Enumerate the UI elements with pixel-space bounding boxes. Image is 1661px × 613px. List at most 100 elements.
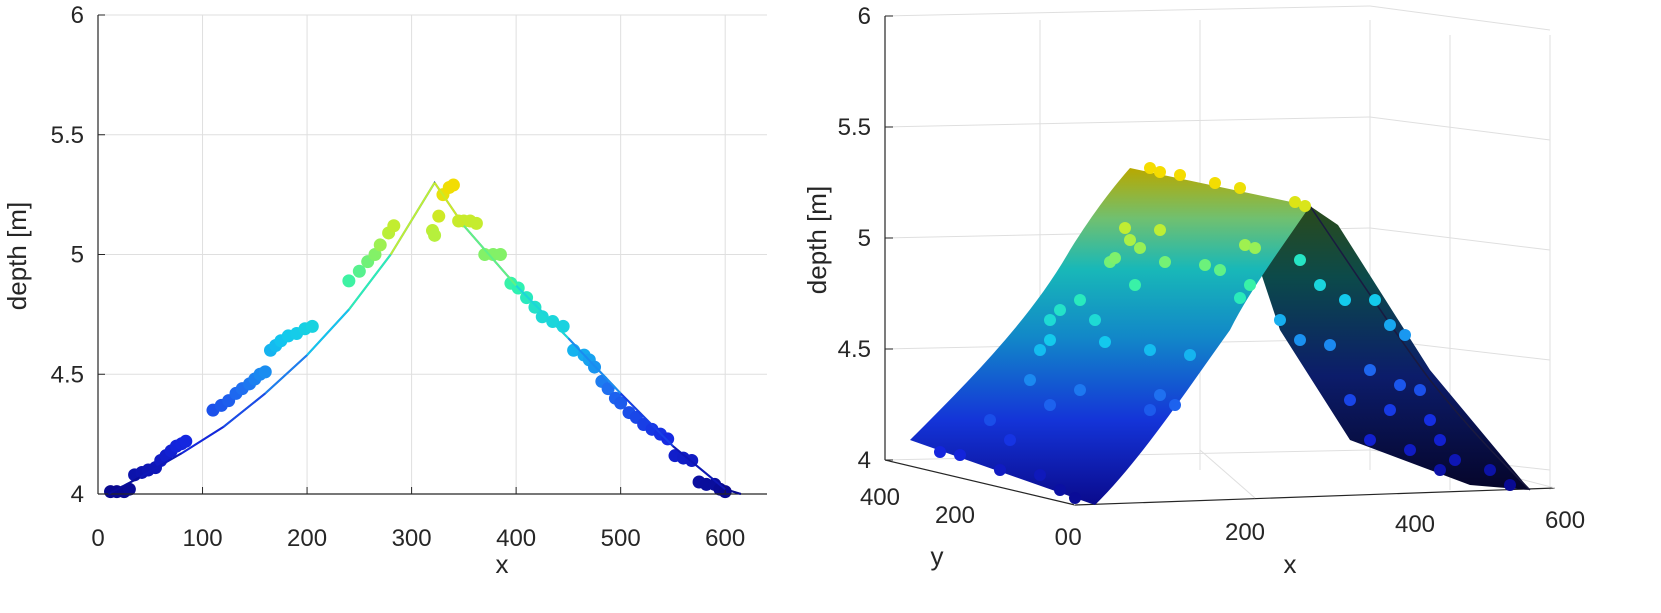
left-data-point bbox=[601, 382, 615, 396]
left-y-tick-label: 5 bbox=[71, 242, 84, 269]
right-y-tick-label: 400 bbox=[860, 484, 900, 511]
right-data-point-back bbox=[1434, 434, 1446, 446]
left-x-tick-label: 500 bbox=[601, 525, 641, 552]
right-data-point bbox=[1129, 279, 1141, 291]
right-data-point bbox=[1154, 389, 1166, 401]
right-data-point bbox=[1174, 169, 1186, 181]
left-data-point bbox=[387, 219, 401, 233]
left-y-tick-label: 5.5 bbox=[51, 122, 84, 149]
left-fit-segment bbox=[724, 488, 742, 495]
left-data-point bbox=[352, 264, 366, 278]
left-data-point bbox=[469, 216, 483, 230]
right-x-tick-label: 600 bbox=[1545, 507, 1585, 534]
right-floor-gridline bbox=[1199, 449, 1256, 499]
left-x-label: x bbox=[496, 549, 509, 579]
right-surface-front-face bbox=[910, 168, 1310, 505]
left-data-point bbox=[428, 228, 442, 242]
right-data-point-back bbox=[1314, 279, 1326, 291]
left-fit-segment bbox=[515, 284, 570, 340]
right-data-point-back bbox=[1294, 334, 1306, 346]
left-fit-segment bbox=[306, 308, 350, 356]
right-data-point bbox=[1239, 239, 1251, 251]
right-data-point-back bbox=[1364, 434, 1376, 446]
right-data-point bbox=[1249, 242, 1261, 254]
left-points bbox=[104, 178, 732, 499]
right-data-point bbox=[1119, 222, 1131, 234]
left-fit-segment bbox=[107, 476, 141, 495]
right-data-point bbox=[1074, 384, 1086, 396]
right-data-point-back bbox=[1369, 294, 1381, 306]
left-data-point bbox=[446, 178, 460, 192]
right-data-point bbox=[934, 446, 946, 458]
left-data-point bbox=[368, 248, 382, 261]
right-data-point bbox=[1244, 279, 1256, 291]
right-y-label: y bbox=[931, 541, 944, 571]
right-data-point bbox=[994, 464, 1006, 476]
left-fit-line bbox=[108, 180, 742, 495]
right-data-point bbox=[1069, 492, 1081, 504]
right-data-point-back bbox=[1504, 479, 1516, 491]
right-data-point bbox=[1184, 349, 1196, 361]
right-data-point bbox=[1154, 166, 1166, 178]
left-fit-segment bbox=[567, 337, 622, 395]
right-data-point-back bbox=[1484, 464, 1496, 476]
right-floor-gridline bbox=[1369, 439, 1556, 489]
right-data-point bbox=[1054, 484, 1066, 496]
right-data-point bbox=[1234, 182, 1246, 194]
right-x-tick-label: 0 bbox=[1068, 524, 1081, 551]
right-data-point-back bbox=[1364, 364, 1376, 376]
left-x-tick-label: 200 bbox=[287, 525, 327, 552]
right-y-axis bbox=[884, 459, 1076, 506]
left-data-point bbox=[556, 319, 570, 333]
right-data-point bbox=[1099, 336, 1111, 348]
right-x-axis bbox=[1074, 487, 1556, 506]
right-data-point-back bbox=[1384, 319, 1396, 331]
right-data-point bbox=[1209, 177, 1221, 189]
right-z-gridline bbox=[884, 449, 1371, 461]
right-data-point-back bbox=[1344, 394, 1356, 406]
right-z-gridline-side bbox=[1369, 338, 1551, 361]
left-x-tick-label: 100 bbox=[183, 525, 223, 552]
right-data-point bbox=[1144, 344, 1156, 356]
right-y-tick-label: 200 bbox=[935, 502, 975, 529]
right-z-gridline-side bbox=[1369, 5, 1551, 31]
left-fit-segment bbox=[222, 392, 266, 428]
left-data-point bbox=[432, 209, 446, 223]
right-data-point bbox=[1289, 196, 1301, 208]
left-y-tick-label: 4 bbox=[71, 481, 84, 508]
right-data-point bbox=[1144, 404, 1156, 416]
right-data-point-back bbox=[1449, 454, 1461, 466]
right-z-gridline bbox=[884, 5, 1371, 17]
left-fit-segment bbox=[672, 445, 726, 490]
right-data-point bbox=[954, 449, 966, 461]
right-data-point bbox=[1024, 374, 1036, 386]
right-data-point bbox=[1104, 256, 1116, 268]
right-3d-box bbox=[884, 5, 1556, 506]
right-data-point bbox=[1034, 469, 1046, 481]
right-z-tick-label: 5.5 bbox=[838, 114, 871, 141]
right-ticks: 4 4.5 5 5.5 6 0 200 400 600 0 200 400 bbox=[838, 3, 1585, 551]
left-fit-segment bbox=[264, 354, 308, 395]
left-data-point bbox=[122, 482, 136, 496]
right-data-point bbox=[1299, 200, 1311, 212]
right-data-point-back bbox=[1414, 384, 1426, 396]
left-chart: 0 100 200 300 400 500 600 4 4.5 5 5.5 6 x depth [m] bbox=[2, 2, 767, 579]
left-grid bbox=[97, 14, 767, 495]
right-z-gridline bbox=[884, 227, 1371, 239]
right-data-point bbox=[1199, 259, 1211, 271]
right-z-gridline-side bbox=[1369, 227, 1551, 251]
right-data-point bbox=[1124, 234, 1136, 246]
left-y-tick-label: 6 bbox=[71, 2, 84, 29]
right-data-point-back bbox=[1404, 444, 1416, 456]
left-x-tick-label: 600 bbox=[705, 525, 745, 552]
right-data-point-back bbox=[1384, 404, 1396, 416]
right-data-point bbox=[1159, 256, 1171, 268]
left-y-label: depth [m] bbox=[2, 202, 32, 310]
right-z-gridline-side bbox=[1369, 116, 1551, 141]
left-data-point bbox=[661, 432, 675, 446]
left-fit-segment bbox=[139, 452, 183, 479]
left-ticks: 0 100 200 300 400 500 600 4 4.5 5 5.5 6 bbox=[51, 2, 746, 552]
left-data-point bbox=[305, 319, 319, 333]
right-data-point bbox=[1109, 252, 1121, 264]
